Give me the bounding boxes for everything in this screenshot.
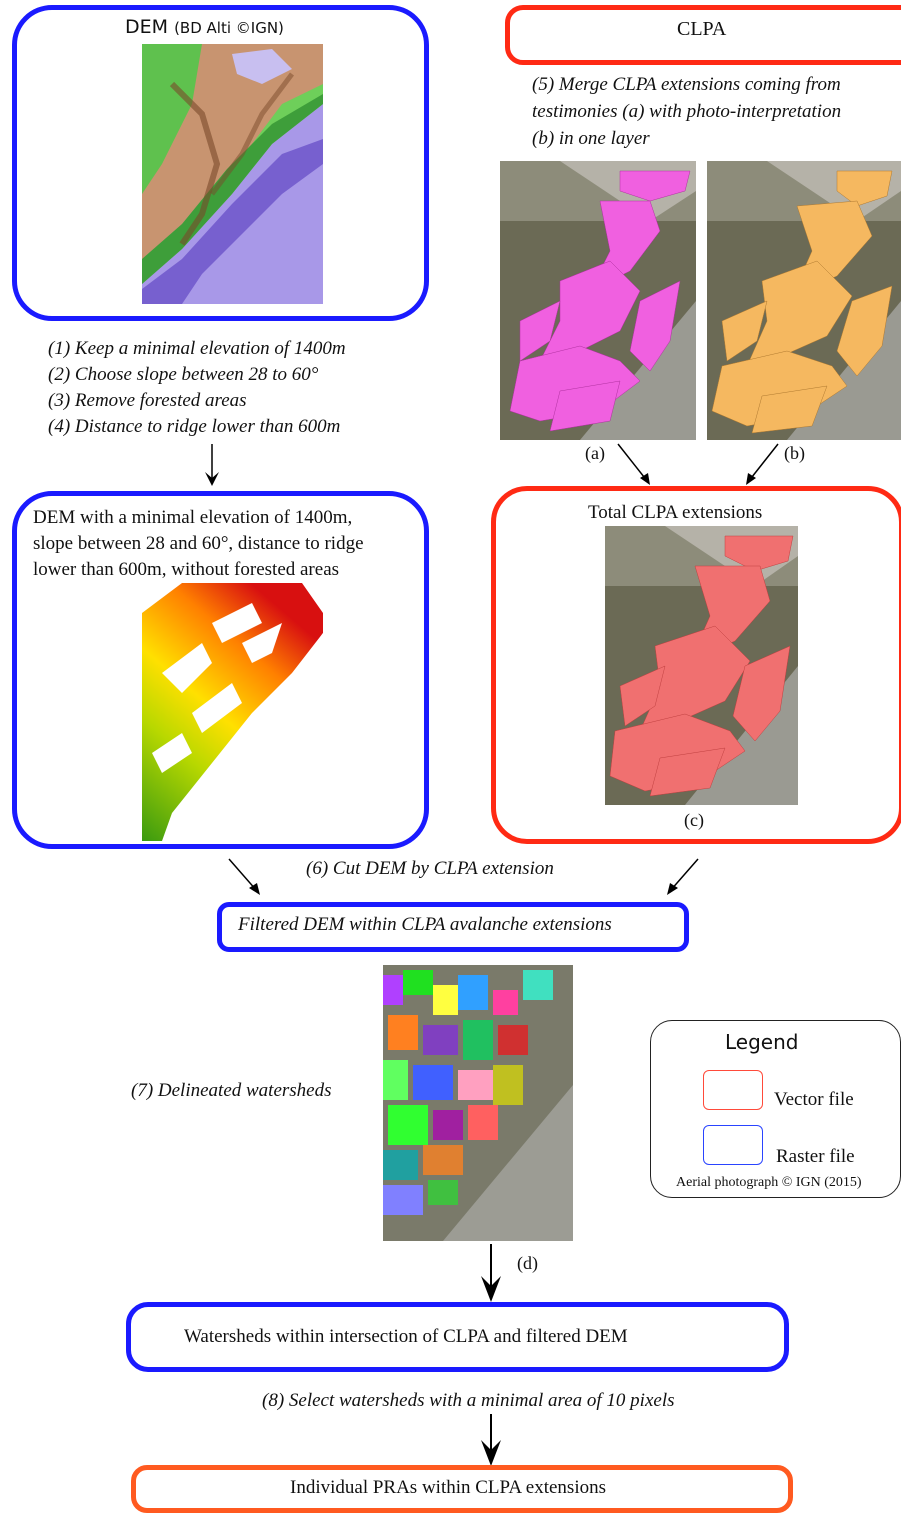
- legend-vector-label: Vector file: [774, 1089, 854, 1110]
- arrow-cut-left: [228, 858, 260, 895]
- step5-line2: testimonies (a) with photo-interpretatio…: [532, 101, 842, 122]
- clpa-vector-box: [505, 5, 901, 65]
- legend-vector-swatch: [703, 1070, 763, 1110]
- filtered-dem-clpa-raster-box: [217, 902, 689, 952]
- total-clpa-image-c: [605, 526, 798, 805]
- step5-line3: (b) in one layer: [532, 128, 650, 149]
- legend-title: Legend: [725, 1030, 799, 1054]
- pra-box-text: Individual PRAs within CLPA extensions: [290, 1477, 606, 1498]
- dem-title-main: DEM: [125, 16, 169, 38]
- dem-filtered-line3: lower than 600m, without forested areas: [33, 559, 340, 580]
- step4-text: (4) Distance to ridge lower than 600m: [48, 416, 341, 437]
- step3-text: (3) Remove forested areas: [48, 390, 247, 411]
- dem-filtered-line2: slope between 28 and 60°, distance to ri…: [33, 533, 364, 554]
- watersheds-box-text: Watersheds within intersection of CLPA a…: [184, 1326, 628, 1347]
- legend-box: [650, 1020, 901, 1198]
- dem-filtered-image: [142, 583, 323, 841]
- dem-box-title: DEM (BD Alti ©IGN): [125, 16, 284, 38]
- filtered-dem-clpa-text: Filtered DEM within CLPA avalanche exten…: [238, 914, 612, 935]
- watersheds-image-d: [383, 965, 573, 1241]
- legend-raster-label: Raster file: [776, 1146, 855, 1167]
- label-b: (b): [784, 443, 805, 463]
- dem-title-sub: (BD Alti ©IGN): [174, 19, 284, 37]
- arrow-cut-right: [667, 858, 699, 895]
- clpa-photointerp-image-b: [707, 161, 901, 440]
- arrow-down-1: [205, 444, 219, 486]
- total-clpa-title: Total CLPA extensions: [588, 502, 763, 523]
- arrow-down-2: [481, 1244, 501, 1302]
- step8-text: (8) Select watersheds with a minimal are…: [262, 1390, 675, 1411]
- step2-text: (2) Choose slope between 28 to 60°: [48, 364, 319, 385]
- pra-vector-box: [131, 1465, 793, 1513]
- label-d: (d): [517, 1253, 538, 1273]
- legend-credit: Aerial photograph © IGN (2015): [676, 1175, 862, 1190]
- step5-line1: (5) Merge CLPA extensions coming from: [532, 74, 841, 95]
- dem-filtered-line1: DEM with a minimal elevation of 1400m,: [33, 507, 353, 528]
- clpa-box-title: CLPA: [677, 18, 727, 40]
- arrows-merge: [617, 443, 779, 485]
- label-c: (c): [684, 810, 704, 830]
- arrow-down-3: [481, 1414, 501, 1466]
- clpa-testimonies-image-a: [500, 161, 696, 440]
- step6-text: (6) Cut DEM by CLPA extension: [306, 858, 554, 879]
- label-a: (a): [585, 443, 605, 463]
- legend-raster-swatch: [703, 1125, 763, 1165]
- step7-text: (7) Delineated watersheds: [131, 1080, 332, 1101]
- watersheds-raster-box: [126, 1302, 789, 1372]
- dem-image: [142, 44, 323, 304]
- step1-text: (1) Keep a minimal elevation of 1400m: [48, 338, 346, 359]
